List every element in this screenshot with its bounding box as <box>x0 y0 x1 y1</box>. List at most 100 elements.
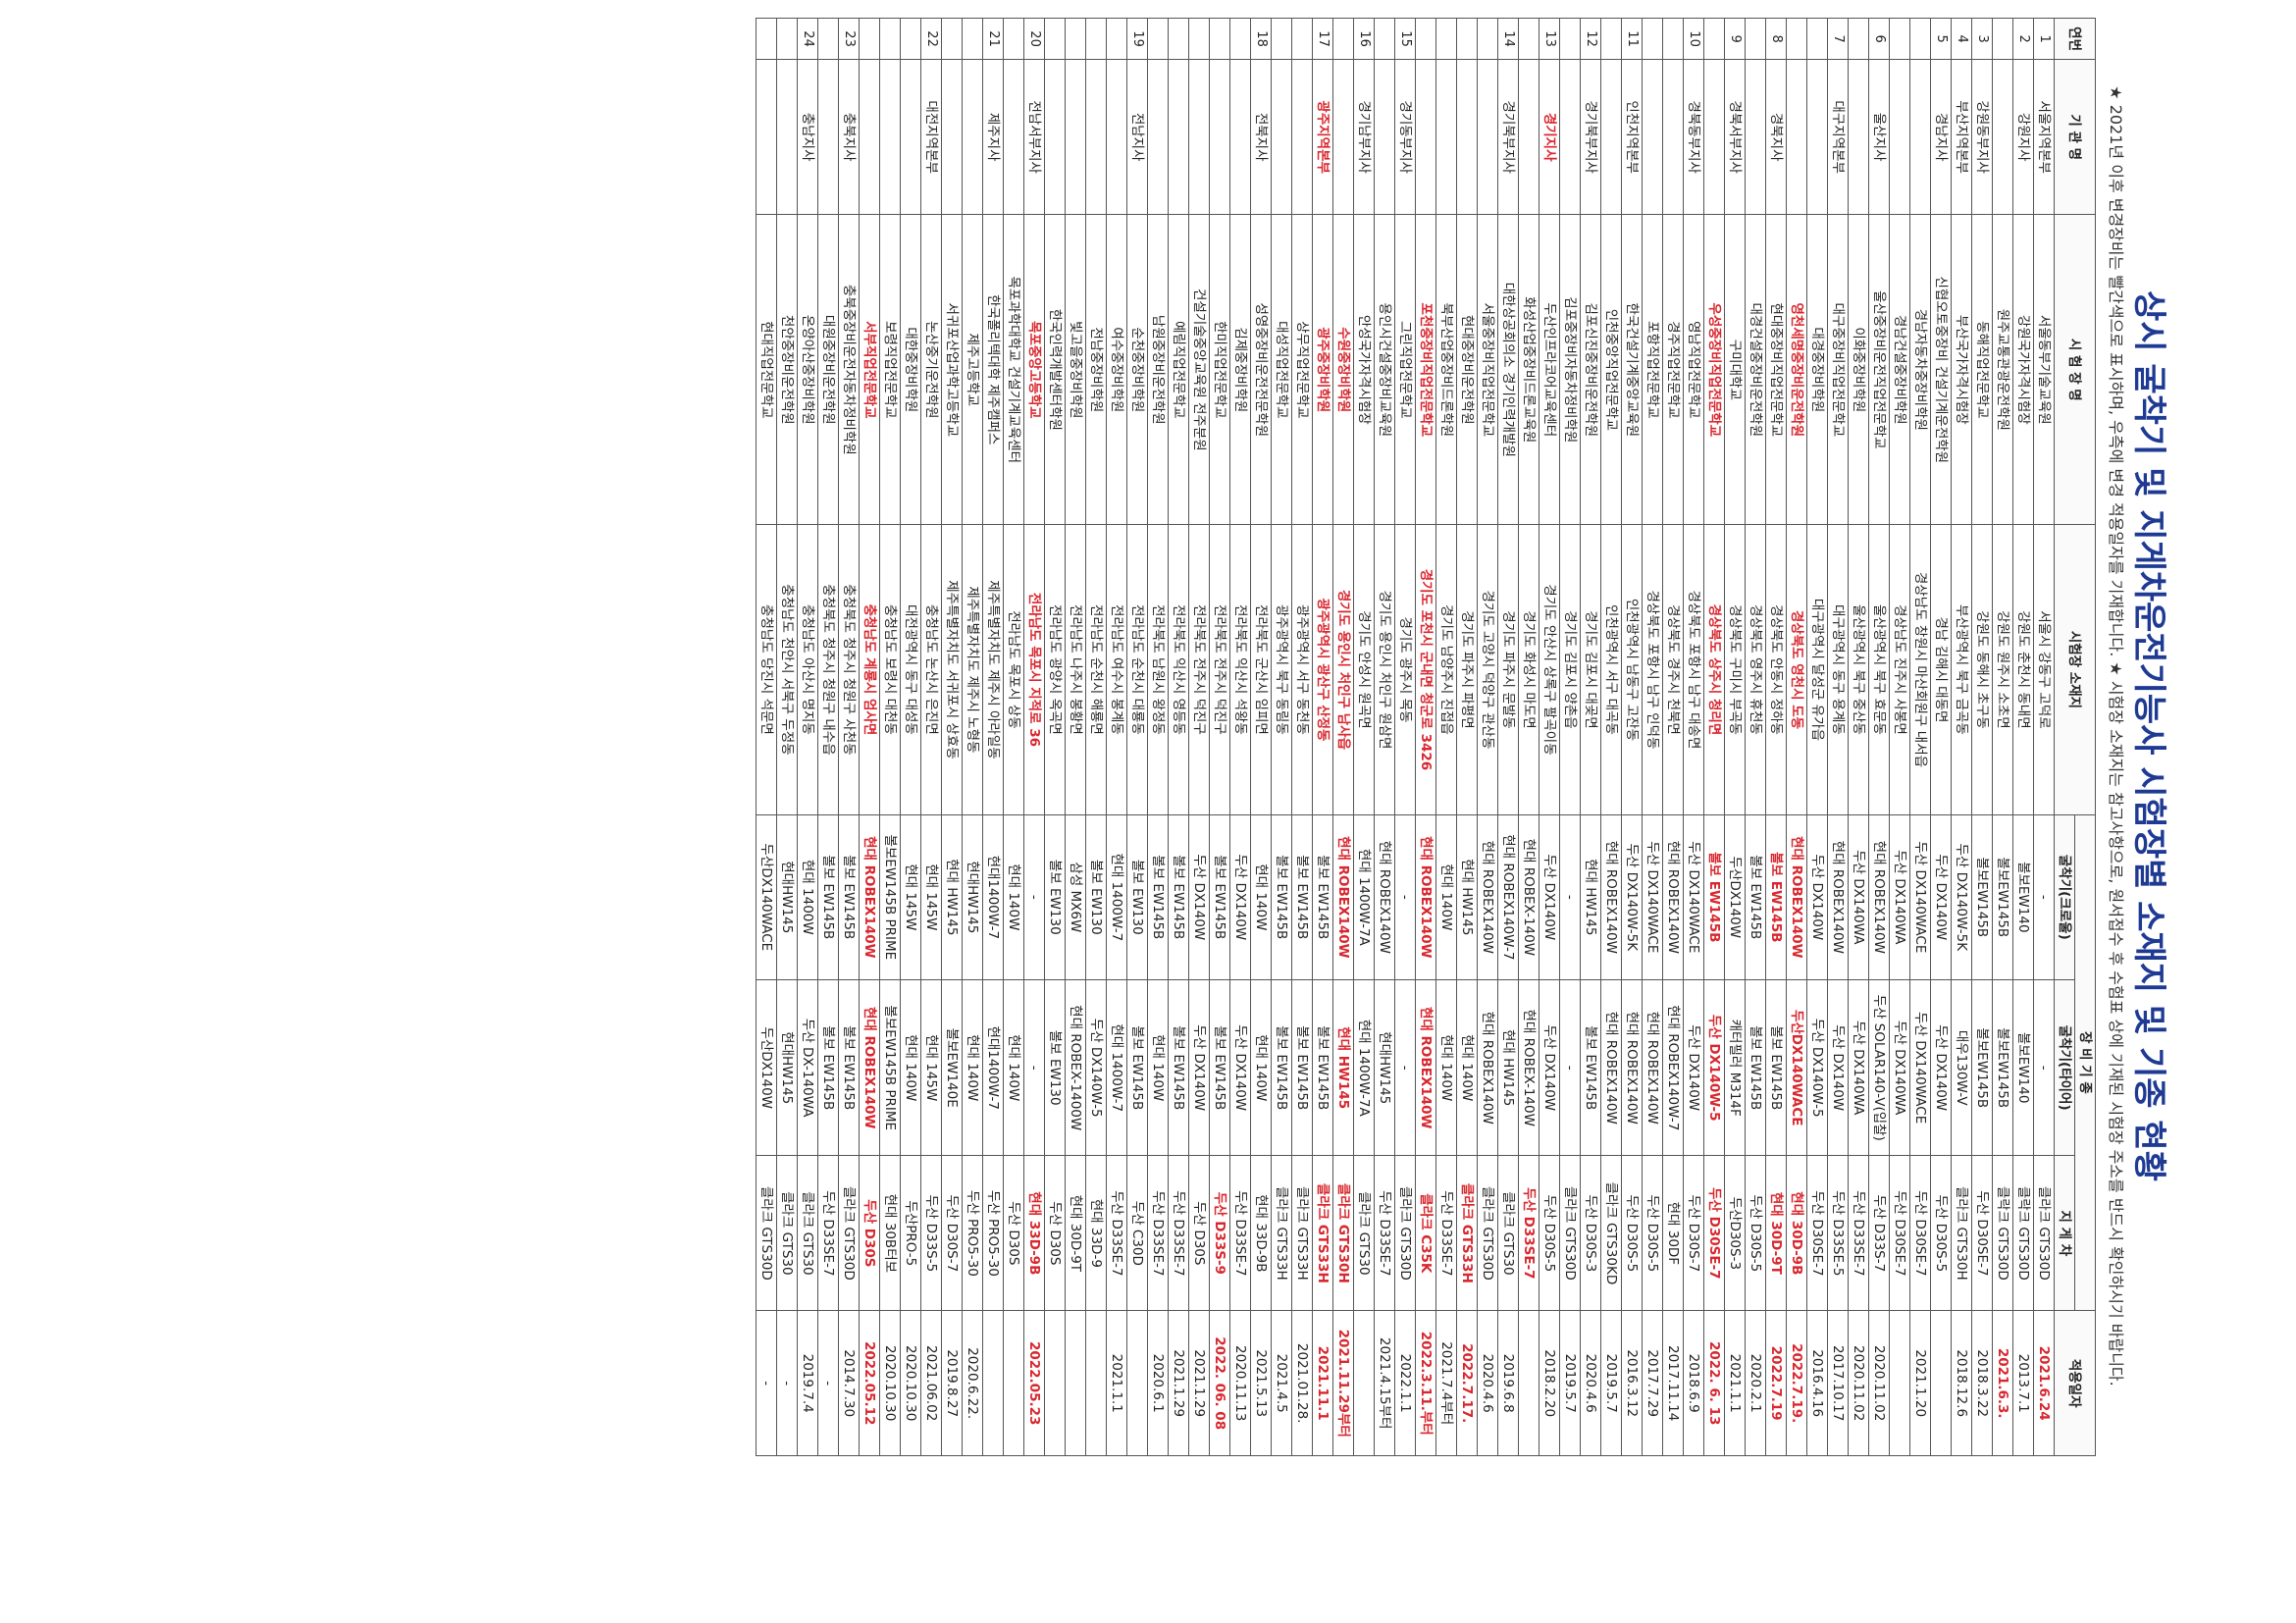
cell-address: 경상북도 안동시 정하동 <box>1765 524 1787 814</box>
cell-no <box>1003 18 1024 60</box>
header-site: 시 험 장 명 <box>2054 214 2096 525</box>
cell-excavator-wheel: 볼보EW145B <box>1992 979 2013 1156</box>
table-row: 수원중장비학원 경기도 용인시 처인구 남사읍 현대 ROBEX140W 현대 HW1… <box>1332 18 1354 1456</box>
cell-address: 울산광역시 북구 효문동 <box>1868 524 1890 814</box>
cell-date: 2017.10.17 <box>1827 1310 1849 1456</box>
cell-site: 천안중장비운전학원 <box>776 214 798 525</box>
cell-excavator-wheel: 볼보EW145B PRIME <box>879 979 901 1156</box>
cell-forklift: 두산 D30SE-7 <box>1909 1155 1931 1311</box>
cell-agency <box>1848 59 1869 215</box>
cell-no <box>1662 18 1684 60</box>
cell-site: 서울중장비직업전문학교 <box>1477 214 1498 525</box>
cell-excavator: 볼보 EW130 <box>1085 814 1107 980</box>
cell-excavator-wheel: - <box>1394 979 1416 1156</box>
cell-agency <box>1745 59 1766 215</box>
cell-no: 20 <box>1023 18 1045 60</box>
cell-address: 경기도 용인시 처인구 원삼면 <box>1374 524 1395 814</box>
cell-date: 2020.11.02 <box>1848 1310 1869 1456</box>
cell-no <box>1703 18 1725 60</box>
cell-forklift: 두산 D33SE-7 <box>1518 1155 1539 1311</box>
cell-date: 2021.11.29부터 <box>1332 1310 1354 1456</box>
cell-excavator-wheel: 볼보 EW145B <box>1291 979 1313 1156</box>
cell-address: 부산광역시 북구 금곡동 <box>1951 524 1972 814</box>
cell-date: 2021.7.4부터 <box>1435 1310 1457 1456</box>
table-row: 화성산업중장비드론교육원 경기도 화성시 마도면 현대 ROBEX-140W 현대 R… <box>1518 18 1539 1456</box>
cell-date: 2020.11.13 <box>1229 1310 1251 1456</box>
cell-excavator: 현대 HW145 <box>1456 814 1478 980</box>
cell-forklift: 클라크 GTS30D <box>838 1155 860 1311</box>
table-row: 포천중장비직업전문학교 경기도 포천시 군내면 청군로 3426 현대 ROBEX1… <box>1415 18 1436 1456</box>
cell-address: 전라북도 군산시 임피면 <box>1250 524 1272 814</box>
table-row: 23 충북지사 충북중장비운전자동차정비학원 충청북도 청주시 청원구 사천동 볼보 E… <box>838 18 860 1456</box>
cell-excavator: 현대 145W <box>920 814 942 980</box>
cell-address: 대구광역시 달성군 유가읍 <box>1806 524 1828 814</box>
cell-excavator: 볼보 EW145B <box>1209 814 1230 980</box>
table-row: 대경중장비학원 대구광역시 달성군 유가읍 두산 DX140W 두산 DX140W-5… <box>1806 18 1828 1456</box>
table-row: 서귀포산업과학고등학교 제주특별자치도 서귀포시 상효동 현대 HW145 볼보EW1… <box>941 18 963 1456</box>
cell-agency <box>1456 59 1478 215</box>
cell-address: 제주특별자치도 제주시 아라일동 <box>982 524 1004 814</box>
cell-date: 2020.2.1 <box>1745 1310 1766 1456</box>
cell-site: 대한중장비학원 <box>900 214 921 525</box>
cell-no <box>1909 18 1931 60</box>
cell-excavator: 현대1400W-7 <box>982 814 1004 980</box>
cell-site: 서울동부기술교육원 <box>2033 214 2055 525</box>
cell-date: 2020.4.6 <box>1477 1310 1498 1456</box>
table-row: 용인시건설중장비교육원 경기도 용인시 처인구 원삼면 현대 ROBEX140W 현대… <box>1374 18 1395 1456</box>
cell-date: 2020.10.30 <box>879 1310 901 1456</box>
cell-excavator-wheel: 두산DX140W <box>756 979 777 1156</box>
cell-excavator: 볼보 EW145B <box>1312 814 1333 980</box>
cell-forklift: 두산 D30S <box>1044 1155 1066 1311</box>
cell-agency: 경기지사 <box>1539 59 1560 215</box>
cell-excavator-wheel: 볼보EW140E <box>941 979 963 1156</box>
cell-address: 경기도 광주시 목동 <box>1394 524 1416 814</box>
cell-date <box>1085 1310 1107 1456</box>
cell-no: 8 <box>1765 18 1787 60</box>
cell-excavator: 두산 DX140W <box>1539 814 1560 980</box>
cell-address: 전라북도 남원시 왕정동 <box>1147 524 1169 814</box>
cell-date <box>1065 1310 1086 1456</box>
cell-excavator: 두산 DX140WA <box>1889 814 1910 980</box>
table-row: 우성중장비직업전문학교 경상북도 상주시 청리면 볼보 EW145B 두산 DX140… <box>1703 18 1725 1456</box>
cell-date: 2021.1.29 <box>1188 1310 1210 1456</box>
table-row: 현대중장비운전학원 경기도 파주시 파평면 현대 HW145 현대 140W 클라크 G… <box>1456 18 1478 1456</box>
cell-forklift: 두산 D33SE-7 <box>1435 1155 1457 1311</box>
cell-site: 대성직업전문학교 <box>1271 214 1292 525</box>
cell-excavator: 두산 DX140W <box>1930 814 1952 980</box>
table-row: 15 경기동부지사 그린직업전문학교 경기도 광주시 목동 - - 클라크 GTS30D 20… <box>1394 18 1416 1456</box>
cell-excavator: 현대 ROBEX140W <box>1477 814 1498 980</box>
cell-site: 부산국가자격시험장 <box>1951 214 1972 525</box>
cell-agency: 충남지사 <box>797 59 818 215</box>
cell-site: 대경중장비학원 <box>1806 214 1828 525</box>
cell-address: 경상북도 구미시 부곡동 <box>1724 524 1746 814</box>
table-row: 제주고등학교 제주특별자치도 제주시 노형동 현대HW145 현대 140W 두산 PR… <box>962 18 983 1456</box>
table-row: 17 광주지역본부 광주중장비학원 광주광역시 광산구 산정동 볼보 EW145B 볼보 … <box>1312 18 1333 1456</box>
cell-forklift: 클라크 GTS33H <box>1271 1155 1292 1311</box>
rotated-document: 상시 굴착기 및 지게차운전기능사 시험장별 소재지 및 기종 현황 ★ 202… <box>106 0 2206 1472</box>
cell-forklift: 두산 PRO5-30 <box>962 1155 983 1311</box>
cell-forklift: 두산 D30S-5 <box>1930 1155 1952 1311</box>
cell-site: 빛고을중장비학원 <box>1065 214 1086 525</box>
table-row: 11 인천지역본부 한국건설기계중앙교육원 인천광역시 남동구 고잔동 두산 DX140… <box>1621 18 1643 1456</box>
cell-no <box>1065 18 1086 60</box>
cell-agency <box>1703 59 1725 215</box>
table-row: 보령직업전문학교 충청남도 보령시 대천동 볼보EW145B PRIME 볼보EW14… <box>879 18 901 1456</box>
cell-no: 9 <box>1724 18 1746 60</box>
cell-excavator-wheel: 두산 DX140WACE <box>1909 979 1931 1156</box>
table-row: 예림직업전문학교 전라북도 익산시 영등동 볼보 EW145B 볼보 EW145B 두산… <box>1168 18 1189 1456</box>
cell-address: 전라남도 목포시 상동 <box>1003 524 1024 814</box>
cell-forklift: 클라크 GTS30D <box>1477 1155 1498 1311</box>
cell-date: 2014.7.30 <box>838 1310 860 1456</box>
cell-date: - <box>756 1310 777 1456</box>
table-row: 현대직업전문학교 충청남도 당진시 석문면 두산DX140WACE 두산DX140W 클… <box>756 18 777 1456</box>
cell-no: 3 <box>1971 18 1993 60</box>
cell-agency <box>1992 59 2013 215</box>
cell-excavator: 현대 ROBEX140W <box>1600 814 1622 980</box>
cell-forklift: 두산 D33SE-7 <box>1168 1155 1189 1311</box>
cell-agency <box>1147 59 1169 215</box>
cell-forklift: 클라크 GTS30H <box>1332 1155 1354 1311</box>
cell-no: 6 <box>1868 18 1890 60</box>
cell-agency: 전남지사 <box>1126 59 1148 215</box>
cell-address: 대전광역시 동구 대성동 <box>900 524 921 814</box>
cell-excavator-wheel: 두산 DX140W <box>1930 979 1952 1156</box>
